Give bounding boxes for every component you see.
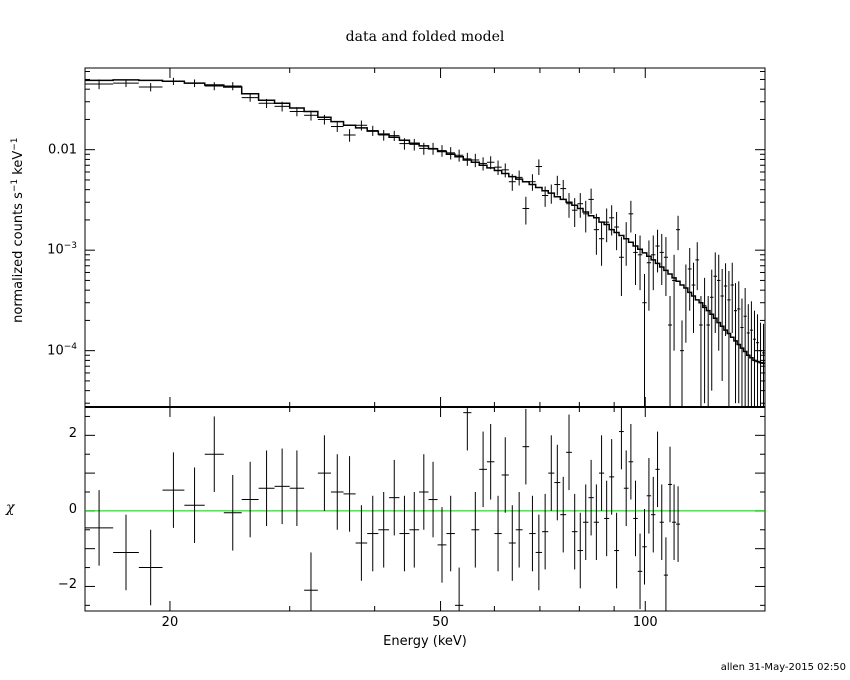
residual-frame	[84, 406, 766, 612]
y-axis-label-spectrum: normalized counts s−1 keV−1	[9, 137, 27, 323]
x-tick-label: 100	[632, 615, 658, 630]
x-tick-label: 20	[161, 615, 179, 630]
spectrum-frame	[84, 67, 766, 408]
y-tick-label: 0.01	[48, 142, 77, 157]
y-tick-label: 10−3	[47, 241, 77, 258]
residual-y-tick-label: 2	[68, 426, 77, 442]
chart-title: data and folded model	[345, 29, 505, 45]
timestamp-stamp: allen 31-May-2015 02:50	[720, 662, 846, 673]
y-axis-label-residuals: χ	[6, 500, 15, 516]
x-tick-label: 50	[432, 615, 449, 630]
y-tick-label: 10−4	[47, 341, 77, 358]
residual-y-tick-label: −2	[57, 577, 77, 593]
x-axis-label: Energy (keV)	[383, 634, 467, 649]
residual-y-tick-label: 0	[68, 501, 77, 517]
model-step-line	[85, 79, 765, 364]
